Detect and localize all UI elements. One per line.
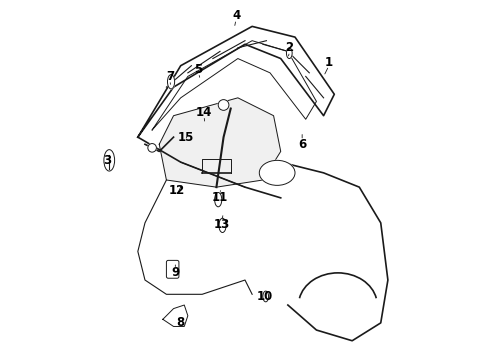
Text: 10: 10 <box>257 289 273 303</box>
Polygon shape <box>138 26 334 137</box>
Polygon shape <box>281 162 388 341</box>
Text: 11: 11 <box>212 192 228 204</box>
Text: 13: 13 <box>214 218 230 231</box>
Text: 9: 9 <box>171 266 179 279</box>
Polygon shape <box>159 98 281 187</box>
FancyBboxPatch shape <box>167 260 179 278</box>
Text: 14: 14 <box>196 105 212 119</box>
Text: 4: 4 <box>232 9 240 22</box>
Text: 1: 1 <box>325 55 333 69</box>
Circle shape <box>218 100 229 111</box>
Ellipse shape <box>104 150 115 171</box>
Circle shape <box>148 144 156 152</box>
Ellipse shape <box>259 160 295 185</box>
Text: 12: 12 <box>169 184 185 197</box>
Text: 2: 2 <box>286 41 294 54</box>
Text: 3: 3 <box>103 154 112 167</box>
Text: 8: 8 <box>176 316 185 329</box>
Ellipse shape <box>287 48 292 59</box>
Ellipse shape <box>219 218 226 233</box>
Ellipse shape <box>168 75 174 89</box>
Text: 15: 15 <box>178 131 194 144</box>
Polygon shape <box>163 305 188 327</box>
Text: 7: 7 <box>166 70 174 83</box>
Ellipse shape <box>263 291 269 302</box>
Ellipse shape <box>215 193 222 207</box>
Text: 5: 5 <box>195 63 203 76</box>
Text: 6: 6 <box>298 138 306 151</box>
